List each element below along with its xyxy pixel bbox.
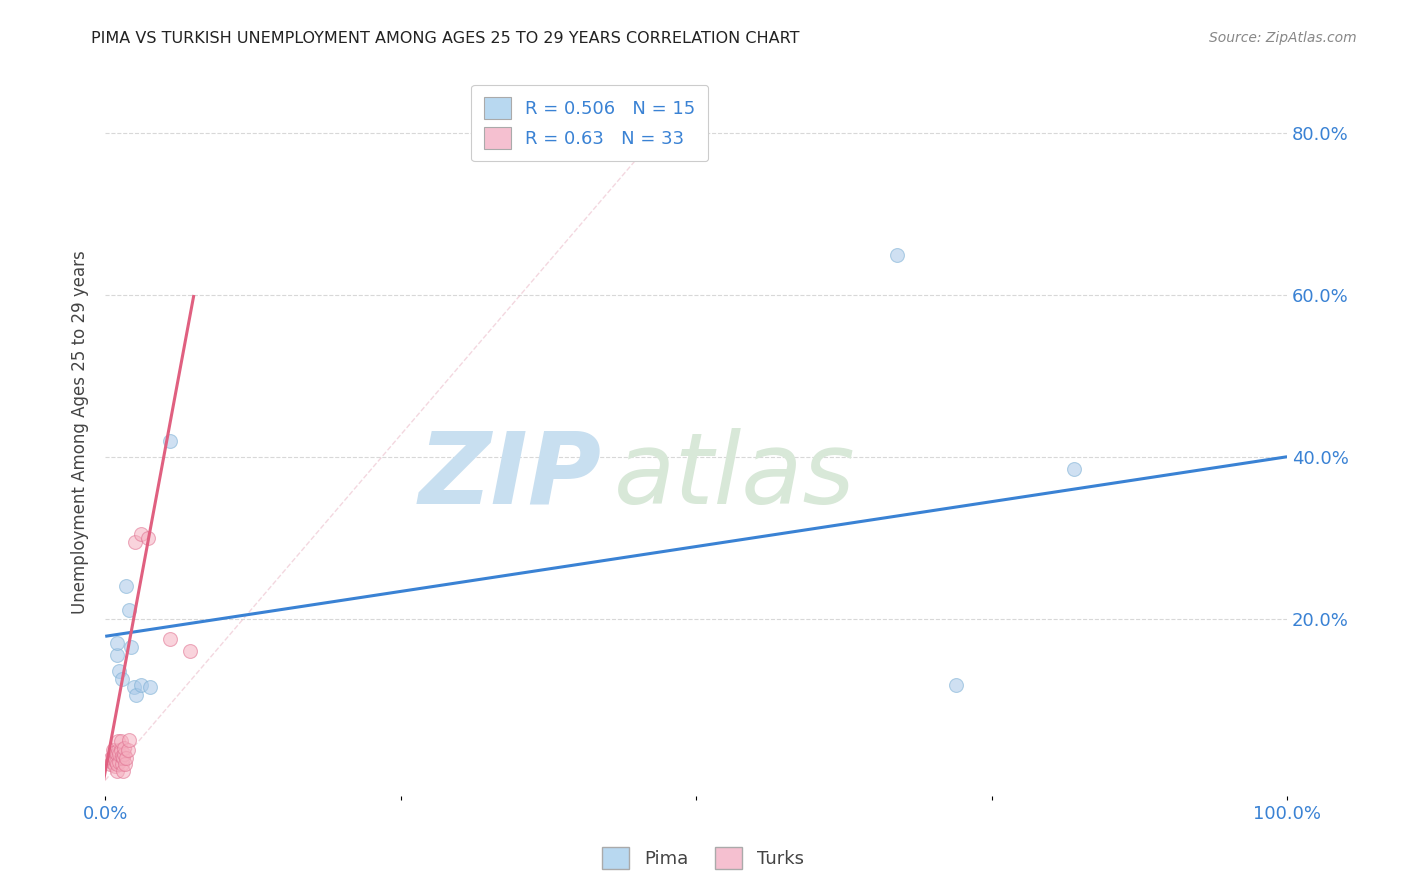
Point [136, 531, 159, 545]
Point [124, 534, 146, 549]
Point [159, 434, 181, 448]
Point [159, 632, 181, 646]
Point [886, 247, 908, 261]
Point [107, 742, 129, 756]
Point [110, 742, 132, 756]
Point [114, 757, 136, 772]
Point [118, 732, 141, 747]
Point [105, 764, 128, 778]
Point [103, 749, 125, 764]
Point [111, 757, 134, 772]
Point [98, 757, 121, 772]
Point [108, 756, 131, 770]
Point [125, 689, 148, 703]
Point [945, 678, 967, 692]
Point [111, 764, 134, 778]
Text: PIMA VS TURKISH UNEMPLOYMENT AMONG AGES 25 TO 29 YEARS CORRELATION CHART: PIMA VS TURKISH UNEMPLOYMENT AMONG AGES … [91, 31, 800, 46]
Y-axis label: Unemployment Among Ages 25 to 29 years: Unemployment Among Ages 25 to 29 years [72, 251, 89, 615]
Point [110, 734, 132, 748]
Point [129, 678, 152, 692]
Point [101, 756, 124, 770]
Point [139, 680, 162, 694]
Point [100, 750, 122, 764]
Point [107, 734, 129, 748]
Point [115, 750, 138, 764]
Point [103, 742, 125, 756]
Point [118, 603, 141, 617]
Point [108, 664, 131, 678]
Point [105, 747, 128, 762]
Point [112, 747, 135, 761]
Point [112, 740, 135, 755]
Point [117, 742, 139, 756]
Point [120, 640, 142, 654]
Point [111, 750, 134, 764]
Legend: R = 0.506   N = 15, R = 0.63   N = 33: R = 0.506 N = 15, R = 0.63 N = 33 [471, 85, 709, 161]
Point [104, 756, 127, 770]
Point [104, 753, 127, 767]
Point [111, 749, 134, 764]
Point [108, 747, 131, 761]
Point [129, 526, 152, 541]
Point [122, 680, 145, 694]
Text: Source: ZipAtlas.com: Source: ZipAtlas.com [1209, 31, 1357, 45]
Point [104, 758, 127, 772]
Text: ZIP: ZIP [419, 427, 602, 524]
Point [179, 644, 201, 658]
Point [104, 745, 127, 759]
Point [105, 757, 128, 772]
Text: atlas: atlas [613, 427, 855, 524]
Point [111, 672, 134, 686]
Point [115, 579, 138, 593]
Point [105, 648, 128, 662]
Point [105, 636, 128, 650]
Legend: Pima, Turks: Pima, Turks [595, 839, 811, 876]
Point [1063, 462, 1085, 476]
